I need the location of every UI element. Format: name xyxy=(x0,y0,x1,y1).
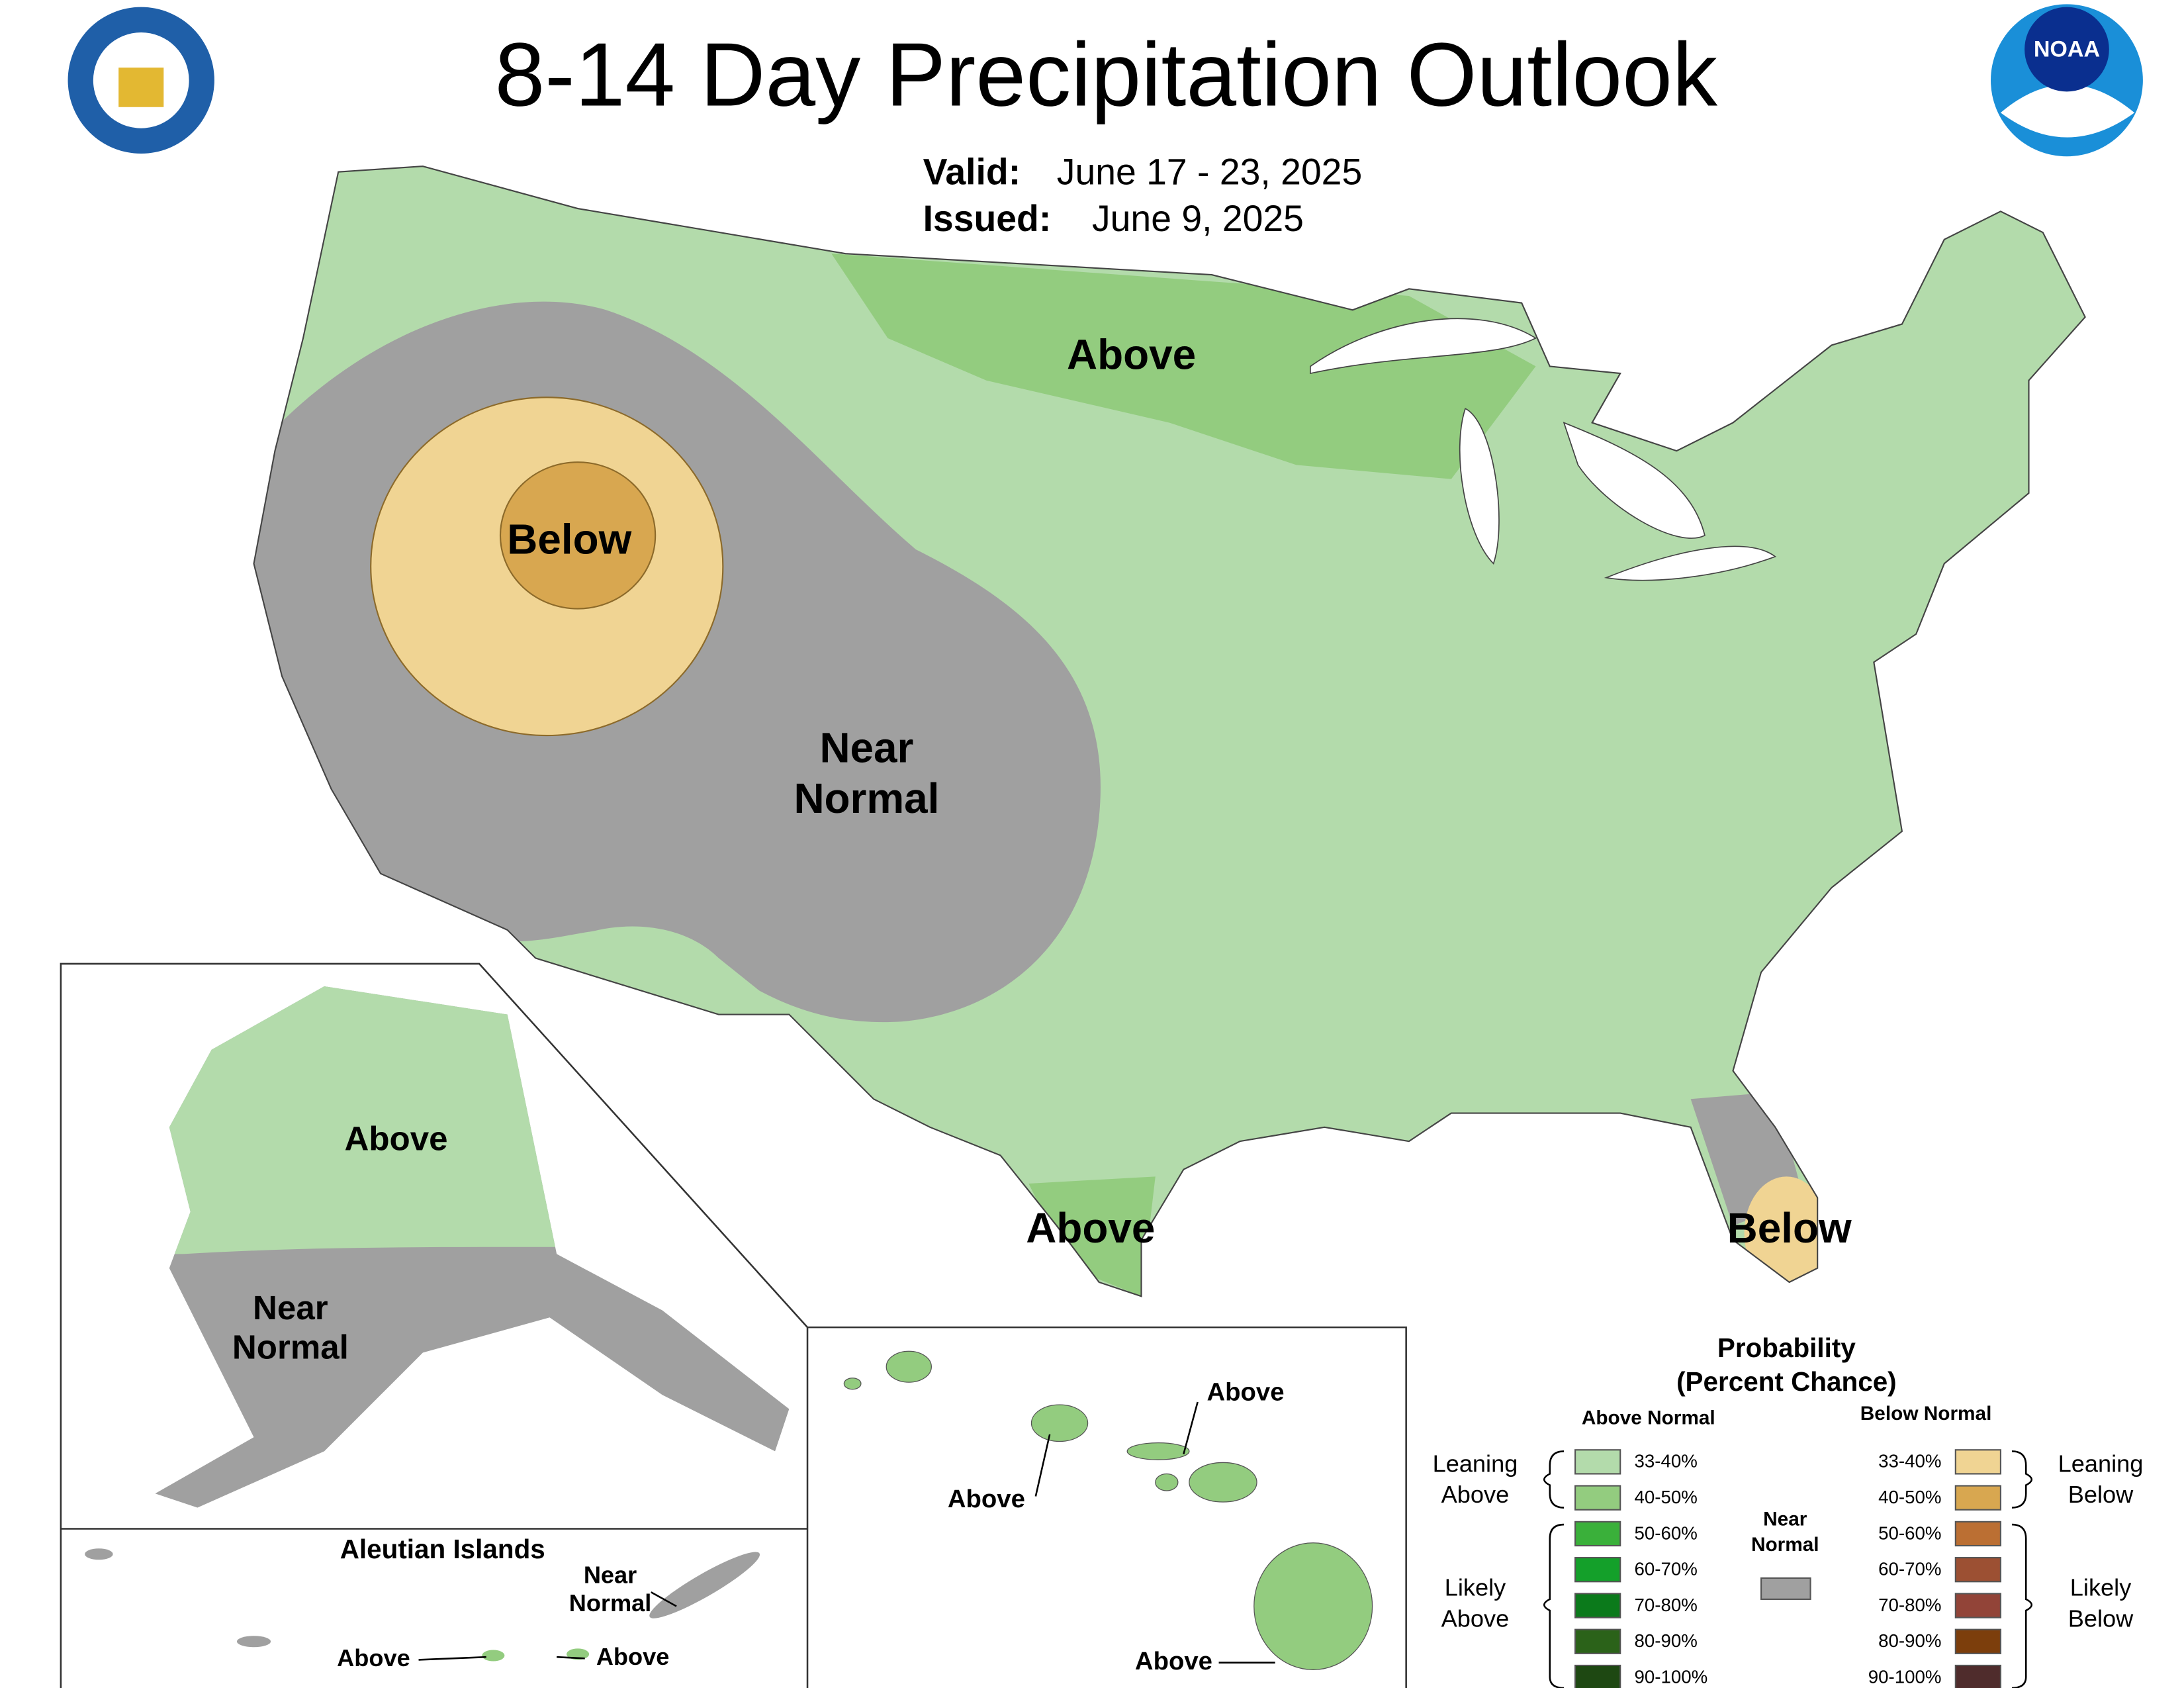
legend-swatch xyxy=(1954,1557,2001,1583)
legend-swatch xyxy=(1954,1449,2001,1475)
legend-group: Likely xyxy=(2070,1574,2132,1601)
legend-range: 80-90% xyxy=(1878,1630,1941,1651)
legend-range: 70-80% xyxy=(1634,1595,1697,1615)
region-label: Above xyxy=(344,1120,447,1158)
legend-near-label: Near xyxy=(1763,1509,1807,1530)
legend-title: (Percent Chance) xyxy=(1676,1366,1897,1397)
legend-swatch xyxy=(1574,1628,1621,1654)
valid-dates: June 17 - 23, 2025 xyxy=(1057,152,1362,193)
logo-noaa xyxy=(1991,4,2143,157)
legend-group: Likely xyxy=(1445,1574,1506,1601)
legend-group: Leaning xyxy=(2058,1450,2144,1477)
legend-swatch xyxy=(1954,1628,2001,1654)
legend-group: Below xyxy=(2068,1605,2134,1632)
inset-frames xyxy=(60,962,1407,1688)
legend-swatch xyxy=(1954,1485,2001,1511)
legend-range: 40-50% xyxy=(1878,1487,1941,1507)
legend-range: 80-90% xyxy=(1634,1630,1697,1651)
region-label: Below xyxy=(1727,1204,1852,1252)
hawaii xyxy=(843,1350,1373,1670)
region-label: Near xyxy=(584,1561,637,1588)
region-label: Normal xyxy=(232,1329,349,1366)
legend-range: 50-60% xyxy=(1878,1523,1941,1543)
legend-range: 90-100% xyxy=(1868,1666,1942,1687)
legend-range: 50-60% xyxy=(1634,1523,1697,1543)
legend-swatch xyxy=(1954,1664,2001,1688)
legend-braces xyxy=(1543,1450,2032,1688)
region-label: Near xyxy=(253,1289,328,1327)
great-lakes xyxy=(1310,318,1777,581)
region-label: Above xyxy=(337,1644,410,1671)
legend-range: 70-80% xyxy=(1878,1595,1941,1615)
issued-date: June 9, 2025 xyxy=(1092,198,1304,239)
legend-swatch xyxy=(1574,1521,1621,1547)
legend-title: Probability xyxy=(1717,1333,1856,1363)
legend-swatch xyxy=(1574,1449,1621,1475)
legend-swatch xyxy=(1574,1485,1621,1511)
us-outline xyxy=(253,165,2086,1297)
legend-swatch xyxy=(1954,1593,2001,1618)
region-label: Above xyxy=(1206,1378,1284,1406)
region-label: Above xyxy=(1135,1647,1212,1675)
region-label: Above xyxy=(596,1643,670,1670)
issued-label: Issued: xyxy=(923,198,1052,239)
region-label: Normal xyxy=(569,1589,652,1617)
legend-swatch xyxy=(1760,1577,1811,1600)
legend-range: 40-50% xyxy=(1634,1487,1697,1507)
region-label: Normal xyxy=(794,774,939,822)
legend-header: Above Normal xyxy=(1582,1407,1715,1429)
valid-label: Valid: xyxy=(923,152,1021,193)
legend-group: Above xyxy=(1441,1605,1510,1632)
legend-group: Leaning xyxy=(1433,1450,1518,1477)
region-label: Above xyxy=(1067,331,1196,379)
legend-swatch xyxy=(1574,1557,1621,1583)
region-label: Below xyxy=(507,515,631,563)
legend-group: Above xyxy=(1441,1481,1510,1508)
legend-range: 33-40% xyxy=(1878,1451,1941,1472)
legend-near-label: Normal xyxy=(1751,1534,1819,1556)
legend-range: 60-70% xyxy=(1878,1559,1941,1579)
legend-swatch xyxy=(1954,1521,2001,1547)
aleutian-islands xyxy=(85,1548,760,1662)
logo-commerce xyxy=(68,7,214,154)
title: 8-14 Day Precipitation Outlook xyxy=(495,24,1718,124)
legend-range: 90-100% xyxy=(1634,1666,1707,1687)
inset-title: Aleutian Islands xyxy=(340,1534,545,1564)
region-label: Above xyxy=(1026,1204,1155,1252)
leader-lines xyxy=(418,1401,1275,1664)
legend-swatch xyxy=(1574,1664,1621,1688)
alaska xyxy=(155,986,790,1508)
legend-header: Below Normal xyxy=(1860,1403,1992,1425)
region-label: Above xyxy=(948,1485,1025,1513)
legend-range: 60-70% xyxy=(1634,1559,1697,1579)
legend-range: 33-40% xyxy=(1634,1451,1697,1472)
legend-group: Below xyxy=(2068,1481,2134,1508)
noaa-logo-text: NOAA xyxy=(2034,37,2100,62)
legend-swatch xyxy=(1574,1593,1621,1618)
region-label: Near xyxy=(819,724,913,771)
